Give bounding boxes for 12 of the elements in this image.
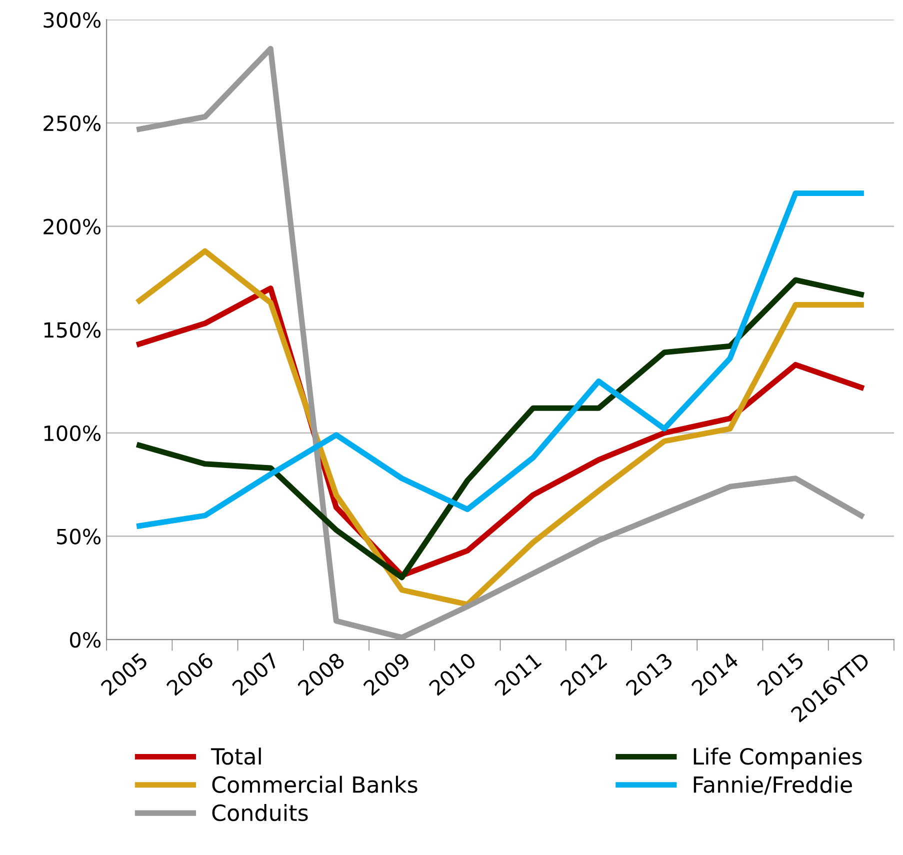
y-tick-label: 100% [44,425,101,442]
y-tick-label: 200% [44,218,101,234]
y-tick-label: 150% [44,322,101,338]
legend-label: Total [210,748,261,765]
y-tick-label: 300% [44,12,101,28]
legend-label: Life Companies [694,748,862,770]
legend-label: Conduits [212,804,308,822]
legend-label: Commercial Banks [212,776,418,793]
y-tick-label: 250% [44,115,101,132]
y-tick-label: 0% [70,632,101,648]
y-tick-label: 50% [56,528,101,544]
legend-label: Fannie/Freddie [694,776,852,795]
